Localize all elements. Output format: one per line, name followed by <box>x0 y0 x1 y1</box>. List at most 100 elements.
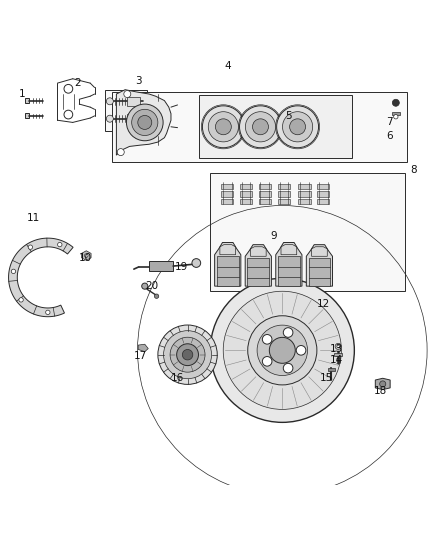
Bar <box>298 183 311 189</box>
Polygon shape <box>245 245 272 286</box>
Polygon shape <box>25 113 29 118</box>
Circle shape <box>335 343 341 350</box>
Bar <box>221 199 233 204</box>
Bar <box>259 183 271 189</box>
Circle shape <box>85 254 88 257</box>
Text: 2: 2 <box>74 78 81 88</box>
Polygon shape <box>138 344 148 352</box>
Circle shape <box>223 291 341 409</box>
Polygon shape <box>334 352 342 356</box>
Bar <box>317 183 329 189</box>
Text: 12: 12 <box>317 298 330 309</box>
Text: 6: 6 <box>386 131 392 141</box>
Bar <box>221 183 233 189</box>
Circle shape <box>158 325 217 384</box>
Polygon shape <box>25 98 29 103</box>
Bar <box>278 191 290 197</box>
Polygon shape <box>375 378 390 390</box>
Circle shape <box>257 325 307 376</box>
Circle shape <box>202 106 244 148</box>
Text: 9: 9 <box>270 231 277 241</box>
Circle shape <box>170 337 205 372</box>
Circle shape <box>11 269 16 273</box>
Circle shape <box>163 330 212 379</box>
Text: 14: 14 <box>330 356 343 365</box>
Text: 4: 4 <box>224 61 231 71</box>
Text: 18: 18 <box>374 386 387 396</box>
Bar <box>317 199 329 204</box>
Circle shape <box>192 259 201 268</box>
Text: 5: 5 <box>286 111 292 121</box>
Circle shape <box>262 335 272 344</box>
Circle shape <box>154 294 159 298</box>
Bar <box>127 115 141 123</box>
Text: 10: 10 <box>79 253 92 263</box>
Circle shape <box>182 350 193 360</box>
Circle shape <box>138 116 152 130</box>
Circle shape <box>124 91 131 98</box>
Circle shape <box>277 106 318 148</box>
Polygon shape <box>247 258 269 286</box>
Bar <box>106 90 147 131</box>
Polygon shape <box>328 368 335 372</box>
Circle shape <box>392 99 399 106</box>
Bar <box>259 191 271 197</box>
Circle shape <box>337 345 339 348</box>
Circle shape <box>283 328 293 337</box>
Polygon shape <box>81 251 91 261</box>
Circle shape <box>248 316 317 385</box>
Bar <box>240 191 252 197</box>
Text: 13: 13 <box>330 344 343 354</box>
Text: 17: 17 <box>134 351 147 361</box>
Bar <box>240 199 252 204</box>
Circle shape <box>106 115 113 122</box>
Circle shape <box>262 357 272 366</box>
Circle shape <box>208 112 238 142</box>
Circle shape <box>106 98 113 105</box>
Bar <box>298 199 311 204</box>
Circle shape <box>296 345 306 355</box>
Circle shape <box>283 364 293 373</box>
Text: 11: 11 <box>27 214 40 223</box>
Polygon shape <box>112 92 407 161</box>
Circle shape <box>28 245 32 249</box>
Polygon shape <box>308 258 330 286</box>
Circle shape <box>58 243 62 247</box>
Text: 7: 7 <box>386 117 392 127</box>
Bar <box>317 191 329 197</box>
Bar <box>278 199 290 204</box>
Bar <box>278 183 290 189</box>
Polygon shape <box>306 245 332 286</box>
Circle shape <box>177 344 198 366</box>
Polygon shape <box>276 243 302 286</box>
Text: 1: 1 <box>18 89 25 99</box>
Circle shape <box>290 119 306 135</box>
Text: 19: 19 <box>175 262 188 271</box>
Polygon shape <box>392 111 400 115</box>
Circle shape <box>19 298 23 302</box>
Circle shape <box>210 278 354 422</box>
Text: 3: 3 <box>135 76 141 86</box>
Bar <box>221 191 233 197</box>
Circle shape <box>46 310 50 314</box>
Circle shape <box>64 84 73 93</box>
Circle shape <box>132 109 158 135</box>
Bar <box>149 261 173 271</box>
Polygon shape <box>117 90 171 155</box>
Bar <box>259 199 271 204</box>
Circle shape <box>283 112 313 142</box>
Text: 8: 8 <box>410 165 417 175</box>
Circle shape <box>64 110 73 119</box>
Circle shape <box>215 119 231 135</box>
Bar <box>127 97 141 106</box>
Bar <box>210 173 405 290</box>
Text: 20: 20 <box>145 281 158 291</box>
Bar <box>240 183 252 189</box>
Circle shape <box>245 112 276 142</box>
Circle shape <box>142 283 148 289</box>
Bar <box>199 95 352 158</box>
Polygon shape <box>217 256 239 286</box>
Polygon shape <box>9 238 73 317</box>
Polygon shape <box>215 243 241 286</box>
Polygon shape <box>278 256 300 286</box>
